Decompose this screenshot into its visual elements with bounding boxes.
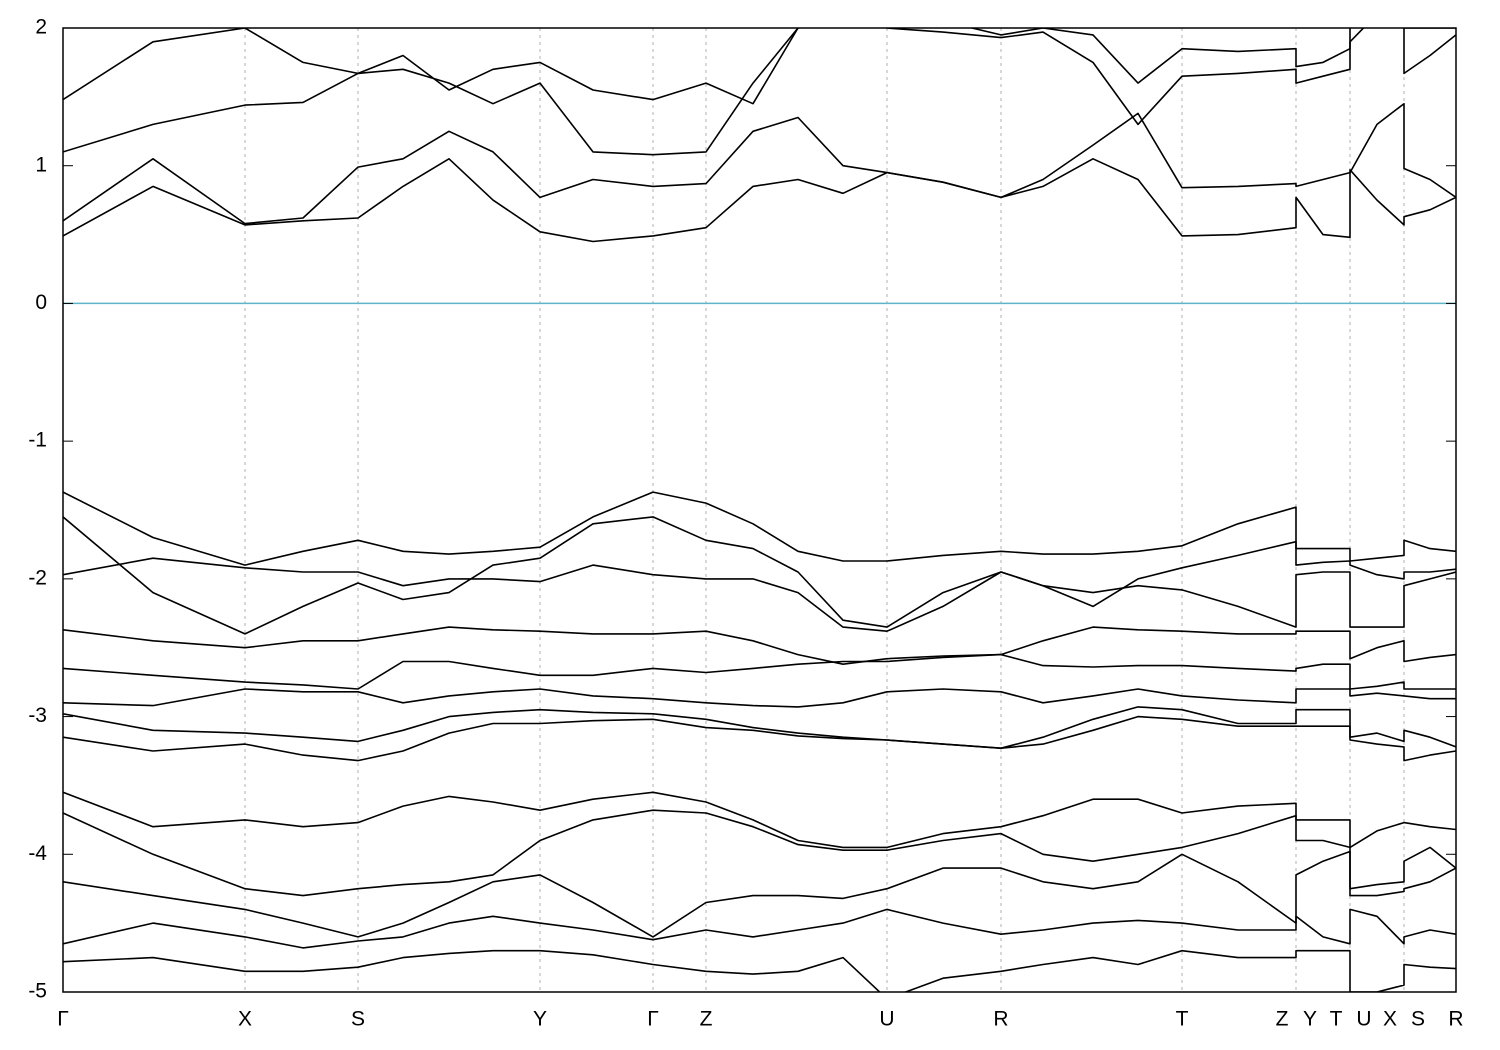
band-line bbox=[63, 491, 1456, 566]
x-tick-label: X bbox=[238, 1008, 252, 1031]
x-tick-label: R bbox=[1448, 1008, 1463, 1031]
y-tick-label: -3 bbox=[28, 704, 47, 727]
band-line bbox=[63, 28, 1456, 156]
plot-border bbox=[62, 27, 1457, 993]
band-line bbox=[63, 102, 1456, 225]
band-line bbox=[63, 28, 1456, 105]
y-tick-label: 2 bbox=[35, 16, 47, 39]
x-tick-label: U bbox=[879, 1008, 894, 1031]
band-line bbox=[63, 706, 1456, 749]
band-line bbox=[63, 158, 1456, 243]
y-tick-label: -2 bbox=[28, 566, 47, 589]
y-tick-label: -1 bbox=[28, 429, 47, 452]
x-tick-label: Z bbox=[700, 1008, 713, 1031]
x-tick-label: Z bbox=[1276, 1008, 1289, 1031]
y-tick-label: -5 bbox=[28, 980, 47, 1003]
x-tick-label: T bbox=[1330, 1008, 1343, 1031]
band-line bbox=[63, 688, 1456, 708]
x-tick-label: Γ bbox=[647, 1008, 659, 1031]
x-tick-label: R bbox=[993, 1008, 1008, 1031]
x-tick-label: T bbox=[1176, 1008, 1189, 1031]
x-tick-label: Γ bbox=[57, 1008, 69, 1031]
y-tick-label: -4 bbox=[28, 842, 47, 865]
y-tick-label: 1 bbox=[35, 153, 47, 176]
band-line bbox=[63, 949, 1456, 992]
bands bbox=[63, 28, 1456, 992]
x-tick-label: S bbox=[351, 1008, 365, 1031]
band-line bbox=[63, 653, 1456, 690]
y-tick-label: 0 bbox=[35, 291, 47, 314]
band-line bbox=[63, 715, 1456, 762]
band-line bbox=[63, 516, 1456, 635]
x-tick-label: X bbox=[1383, 1008, 1397, 1031]
x-tick-label: Y bbox=[1303, 1008, 1317, 1031]
band-line bbox=[63, 908, 1456, 949]
band-line bbox=[63, 850, 1456, 938]
band-line bbox=[63, 626, 1456, 665]
grid bbox=[62, 28, 1457, 992]
x-tick-label: U bbox=[1356, 1008, 1371, 1031]
x-tick-label: S bbox=[1411, 1008, 1425, 1031]
x-tick-label: Y bbox=[533, 1008, 547, 1031]
band-line bbox=[63, 791, 1456, 849]
band-line bbox=[63, 557, 1456, 632]
